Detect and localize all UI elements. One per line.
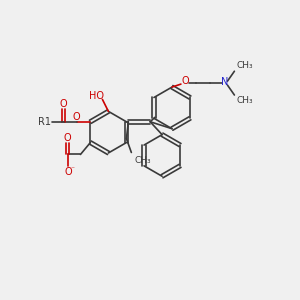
Text: ⁻: ⁻: [70, 165, 74, 174]
Text: CH₃: CH₃: [236, 97, 253, 106]
Text: O: O: [181, 76, 189, 86]
Text: CH₃: CH₃: [236, 61, 253, 70]
Text: CH₃: CH₃: [134, 156, 151, 165]
Text: HO: HO: [89, 91, 104, 100]
Text: O: O: [60, 99, 68, 109]
Text: O: O: [65, 167, 72, 177]
Text: N: N: [221, 77, 228, 87]
Text: O: O: [73, 112, 80, 122]
Text: R1: R1: [38, 117, 51, 127]
Text: O: O: [64, 133, 71, 142]
